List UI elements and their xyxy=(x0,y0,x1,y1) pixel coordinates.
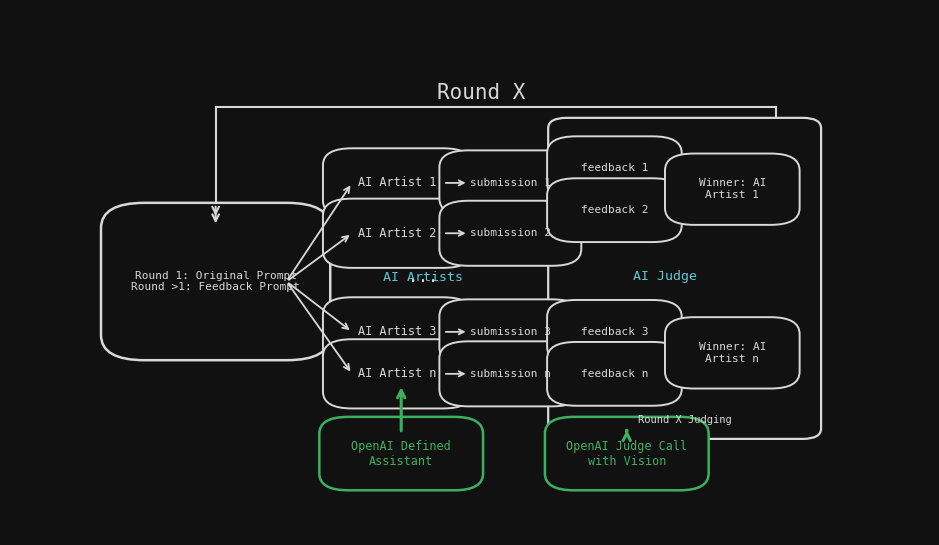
Text: ...: ... xyxy=(408,268,438,286)
FancyBboxPatch shape xyxy=(547,178,682,242)
FancyBboxPatch shape xyxy=(547,300,682,364)
Text: Round X Judging: Round X Judging xyxy=(639,415,731,425)
FancyBboxPatch shape xyxy=(323,339,472,408)
FancyBboxPatch shape xyxy=(665,154,800,225)
Text: AI Artists: AI Artists xyxy=(383,271,463,284)
Text: feedback 2: feedback 2 xyxy=(580,205,648,215)
Text: AI Artist 2: AI Artist 2 xyxy=(359,227,437,240)
FancyBboxPatch shape xyxy=(323,148,472,217)
Text: submission 2: submission 2 xyxy=(470,228,551,238)
FancyBboxPatch shape xyxy=(545,417,709,490)
FancyBboxPatch shape xyxy=(319,417,483,490)
FancyBboxPatch shape xyxy=(548,118,821,439)
Text: AI Judge: AI Judge xyxy=(633,270,698,283)
Text: AI Artist n: AI Artist n xyxy=(359,367,437,380)
FancyBboxPatch shape xyxy=(323,198,472,268)
Text: submission 3: submission 3 xyxy=(470,327,551,337)
Text: Winner: AI
Artist 1: Winner: AI Artist 1 xyxy=(699,178,766,200)
Text: AI Artist 1: AI Artist 1 xyxy=(359,177,437,190)
Text: Round X: Round X xyxy=(437,83,526,102)
FancyBboxPatch shape xyxy=(665,317,800,389)
FancyBboxPatch shape xyxy=(101,203,331,360)
FancyBboxPatch shape xyxy=(439,299,581,365)
FancyBboxPatch shape xyxy=(439,201,581,266)
FancyBboxPatch shape xyxy=(547,136,682,200)
Text: feedback 1: feedback 1 xyxy=(580,163,648,173)
Text: feedback 3: feedback 3 xyxy=(580,327,648,337)
Text: Winner: AI
Artist n: Winner: AI Artist n xyxy=(699,342,766,364)
Text: Round 1: Original Prompt
Round >1: Feedback Prompt: Round 1: Original Prompt Round >1: Feedb… xyxy=(131,271,300,292)
Text: submission 1: submission 1 xyxy=(470,178,551,188)
Text: submission n: submission n xyxy=(470,369,551,379)
FancyBboxPatch shape xyxy=(439,341,581,407)
Text: AI Artist 3: AI Artist 3 xyxy=(359,325,437,338)
Text: OpenAI Judge Call
with Vision: OpenAI Judge Call with Vision xyxy=(566,440,687,468)
Text: OpenAI Defined
Assistant: OpenAI Defined Assistant xyxy=(351,440,451,468)
FancyBboxPatch shape xyxy=(547,342,682,405)
Text: feedback n: feedback n xyxy=(580,369,648,379)
FancyBboxPatch shape xyxy=(323,297,472,366)
FancyBboxPatch shape xyxy=(439,150,581,215)
